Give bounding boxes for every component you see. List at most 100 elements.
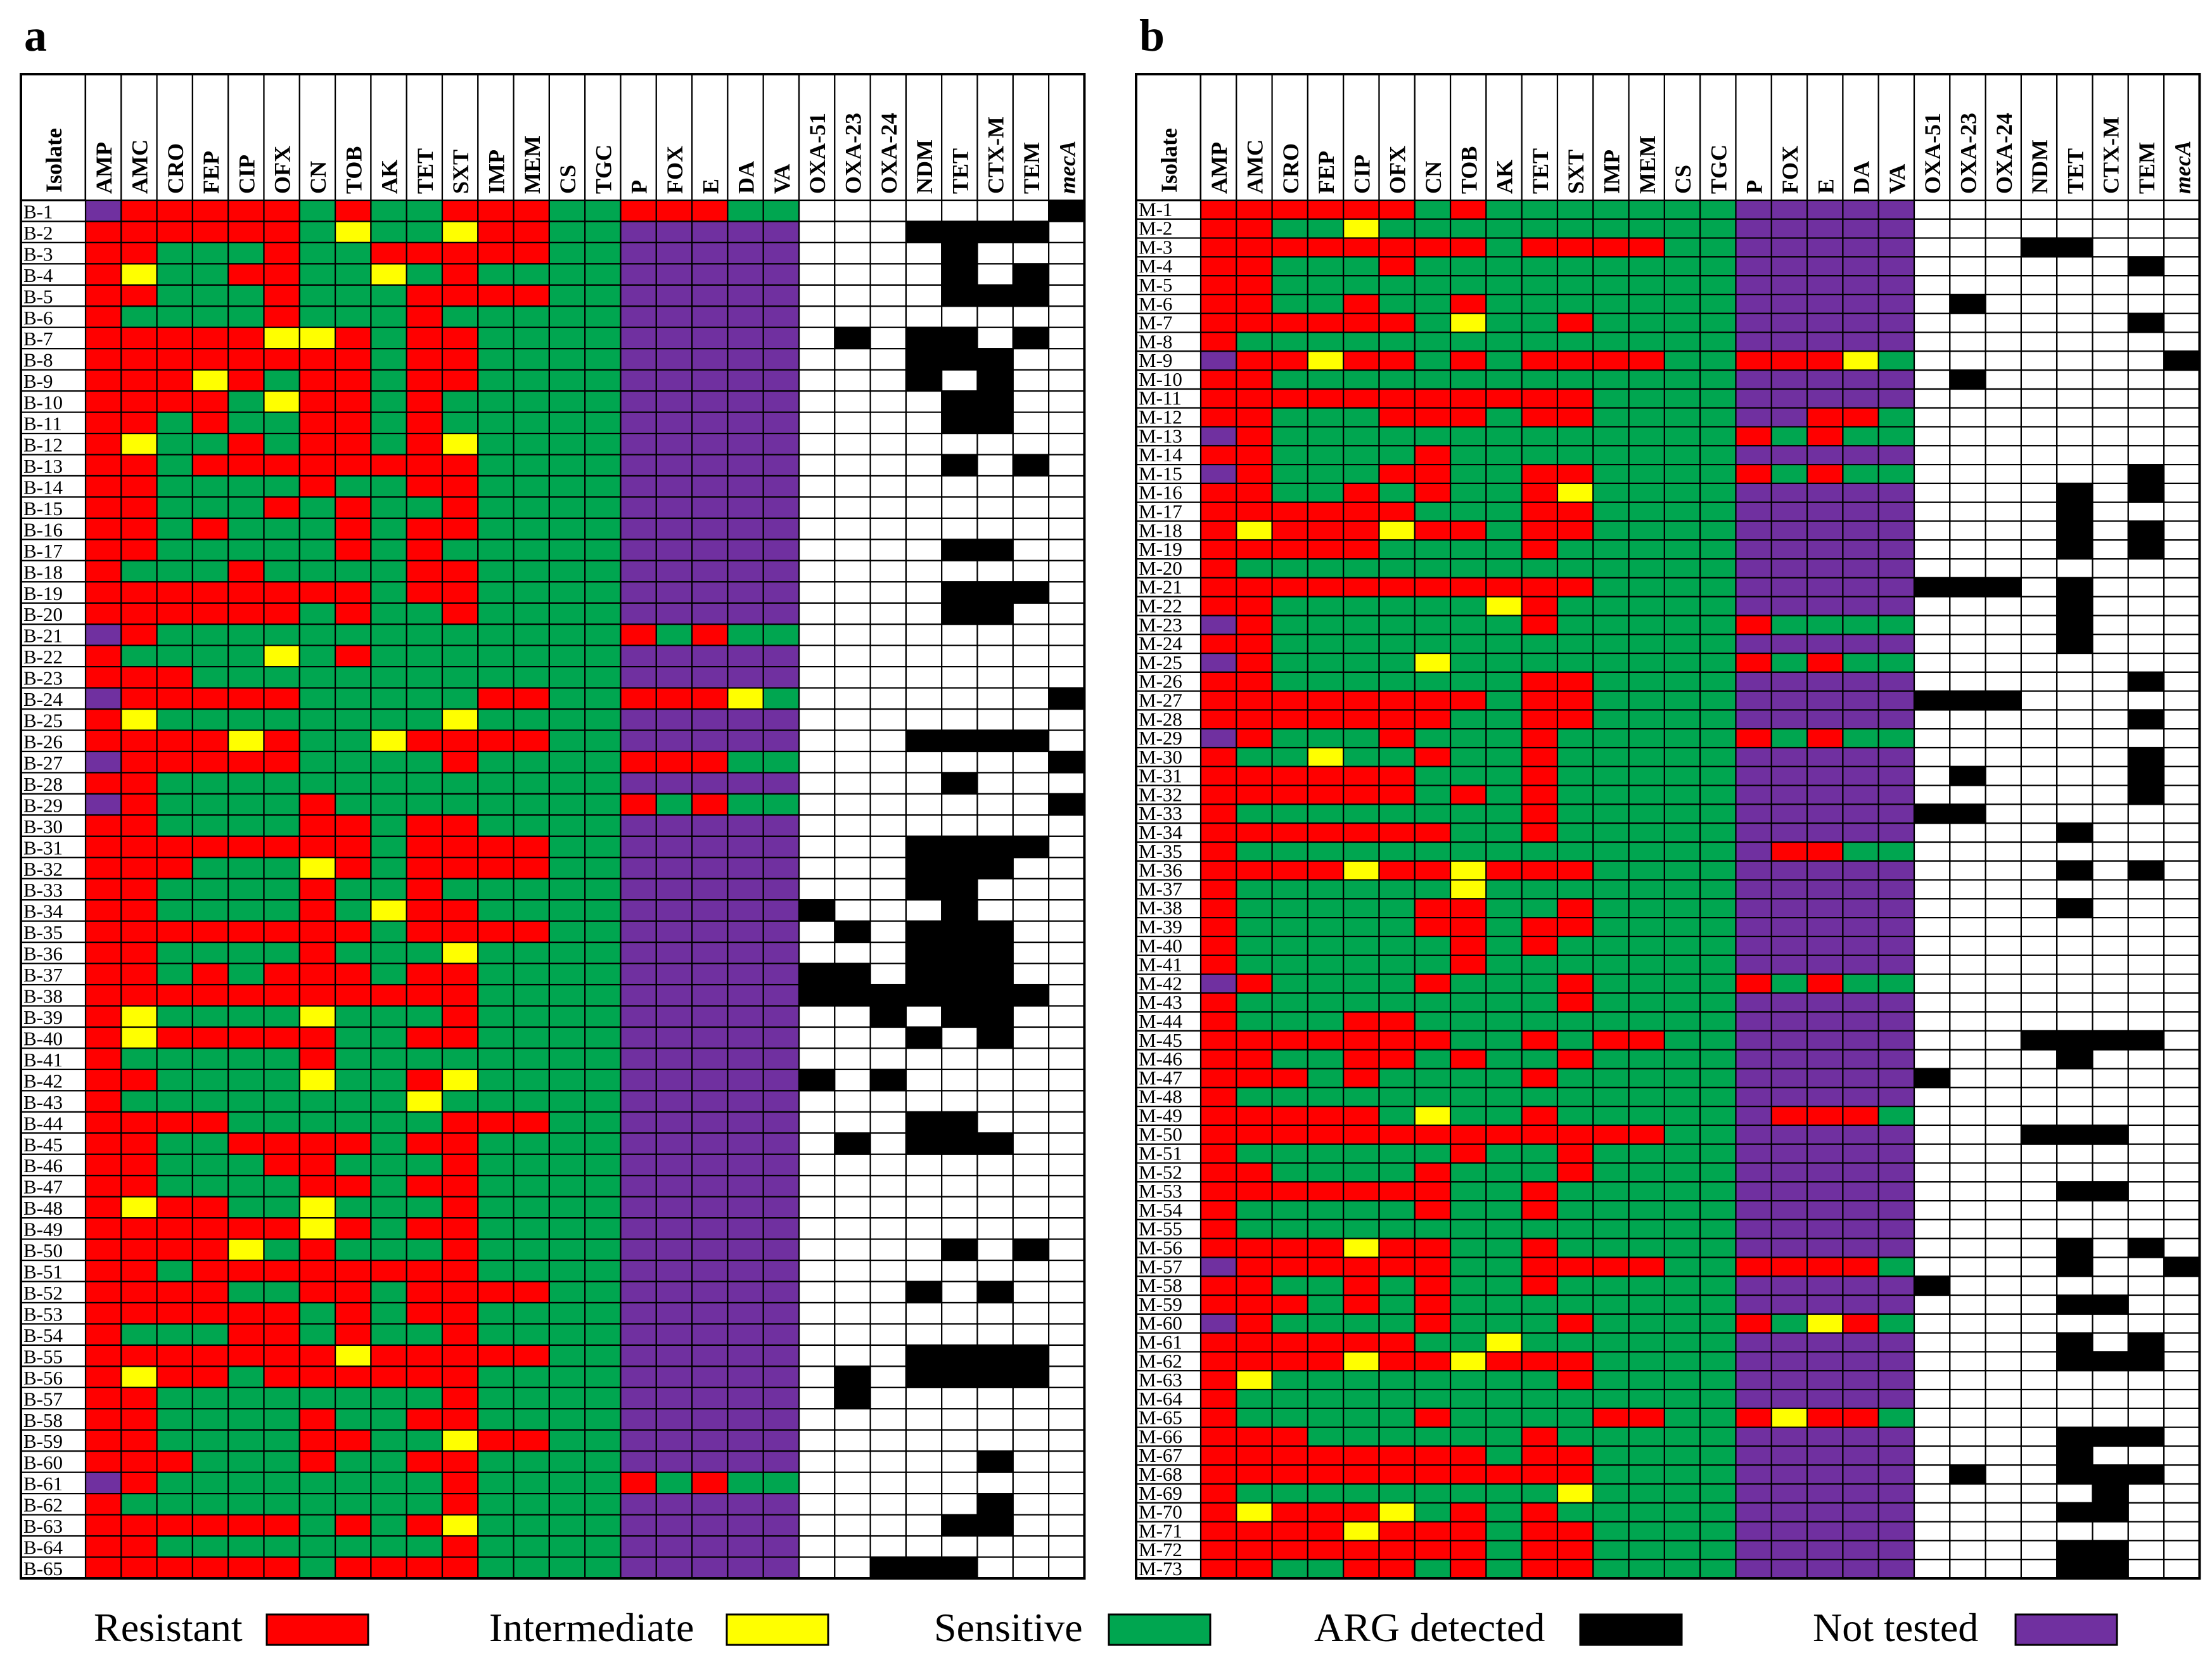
heatmap-cell <box>263 772 300 795</box>
heatmap-cell <box>2020 1218 2058 1239</box>
header-cell <box>1199 73 1237 201</box>
heatmap-cell <box>1806 1407 1844 1428</box>
heatmap-cell <box>334 687 372 710</box>
heatmap-cell <box>370 962 407 986</box>
heatmap-cell <box>1628 973 1666 994</box>
heatmap-cell <box>834 1090 871 1113</box>
heatmap-cell <box>156 1556 194 1580</box>
heatmap-cell <box>1271 917 1308 938</box>
heatmap-cell <box>1949 1200 1986 1220</box>
heatmap-cell <box>620 899 657 922</box>
heatmap-cell <box>1414 992 1452 1013</box>
heatmap-cell <box>1047 1217 1085 1240</box>
heatmap-cell <box>798 1005 836 1028</box>
heatmap-cell <box>869 475 907 498</box>
heatmap-cell <box>441 857 479 879</box>
heatmap-cell <box>2163 615 2201 636</box>
heatmap-cell <box>441 814 479 837</box>
row-label: B-52 <box>23 1282 63 1304</box>
heatmap-cell <box>620 1281 657 1304</box>
heatmap-cell <box>1913 237 1951 258</box>
heatmap-cell <box>2020 690 2058 711</box>
heatmap-cell <box>1592 539 1630 560</box>
heatmap-cell <box>620 1429 657 1452</box>
heatmap-cell <box>1842 709 1879 730</box>
heatmap-cell <box>370 284 407 307</box>
heatmap-cell <box>2127 1521 2165 1542</box>
heatmap-cell <box>1663 1294 1701 1315</box>
heatmap-cell <box>477 517 515 540</box>
heatmap-cell <box>2092 1106 2129 1127</box>
heatmap-cell <box>1556 1049 1594 1070</box>
heatmap-cell <box>762 1493 800 1516</box>
heatmap-cell <box>1485 1294 1523 1315</box>
heatmap-cell <box>620 305 657 328</box>
heatmap-cell <box>1343 482 1380 503</box>
heatmap-cell <box>1271 1275 1308 1296</box>
row-label: B-47 <box>23 1176 63 1198</box>
heatmap-cell <box>1699 765 1737 786</box>
heatmap-cell <box>441 305 479 328</box>
heatmap-cell <box>1485 822 1523 843</box>
heatmap-cell <box>2020 954 2058 975</box>
heatmap-cell <box>1236 765 1273 786</box>
heatmap-cell <box>156 305 194 328</box>
heatmap-cell <box>1485 671 1523 692</box>
heatmap-cell <box>548 1068 586 1092</box>
heatmap-cell <box>477 878 515 901</box>
heatmap-cell <box>1307 558 1345 579</box>
heatmap-cell <box>1592 218 1630 239</box>
heatmap-cell <box>2127 728 2165 749</box>
heatmap-cell <box>513 517 550 540</box>
heatmap-cell <box>1735 1143 1772 1164</box>
heatmap-cell <box>1414 671 1452 692</box>
heatmap-cell <box>120 644 158 668</box>
heatmap-cell <box>1628 841 1666 862</box>
heatmap-cell <box>120 411 158 435</box>
heatmap-cell <box>1414 388 1452 409</box>
heatmap-cell <box>1949 690 1986 711</box>
row-label: B-49 <box>23 1218 63 1241</box>
heatmap-cell <box>263 687 300 710</box>
heatmap-cell <box>156 241 194 265</box>
heatmap-cell <box>1271 312 1308 333</box>
header-cell <box>655 73 693 201</box>
heatmap-cell <box>655 708 693 731</box>
heatmap-cell <box>976 411 1014 435</box>
heatmap-cell <box>2020 293 2058 314</box>
heatmap-cell <box>905 942 943 964</box>
heatmap-cell <box>941 221 978 244</box>
heatmap-cell <box>334 1323 372 1346</box>
heatmap-cell <box>1307 1559 1345 1580</box>
heatmap-cell <box>1199 1181 1237 1202</box>
heatmap-cell <box>1343 1332 1380 1353</box>
heatmap-cell <box>1343 879 1380 900</box>
heatmap-cell <box>513 687 550 710</box>
heatmap-cell <box>1663 1237 1701 1258</box>
heatmap-cell <box>1949 992 1986 1013</box>
heatmap-cell <box>941 878 978 901</box>
heatmap-cell <box>1271 426 1308 447</box>
heatmap-cell <box>1592 1540 1630 1561</box>
heatmap-cell <box>1985 992 2023 1013</box>
heatmap-cell <box>1913 898 1951 919</box>
heatmap-cell <box>1012 750 1050 774</box>
heatmap-cell <box>84 1386 122 1410</box>
heatmap-cell <box>1343 746 1380 767</box>
heatmap-cell <box>2127 445 2165 466</box>
heatmap-cell <box>2020 1087 2058 1108</box>
heatmap-cell <box>548 241 586 265</box>
heatmap-cell <box>1199 917 1237 938</box>
heatmap-cell <box>1414 1030 1452 1051</box>
heatmap-cell <box>1343 803 1380 824</box>
heatmap-cell <box>1450 954 1487 975</box>
heatmap-cell <box>1521 803 1559 824</box>
heatmap-cell <box>620 942 657 964</box>
heatmap-cell <box>2127 482 2165 503</box>
heatmap-cell <box>1521 558 1559 579</box>
heatmap-cell <box>1699 1559 1737 1580</box>
heatmap-cell <box>1842 1294 1879 1315</box>
heatmap-cell <box>1806 369 1844 390</box>
heatmap-cell <box>1485 275 1523 296</box>
heatmap-cell <box>1378 577 1416 598</box>
